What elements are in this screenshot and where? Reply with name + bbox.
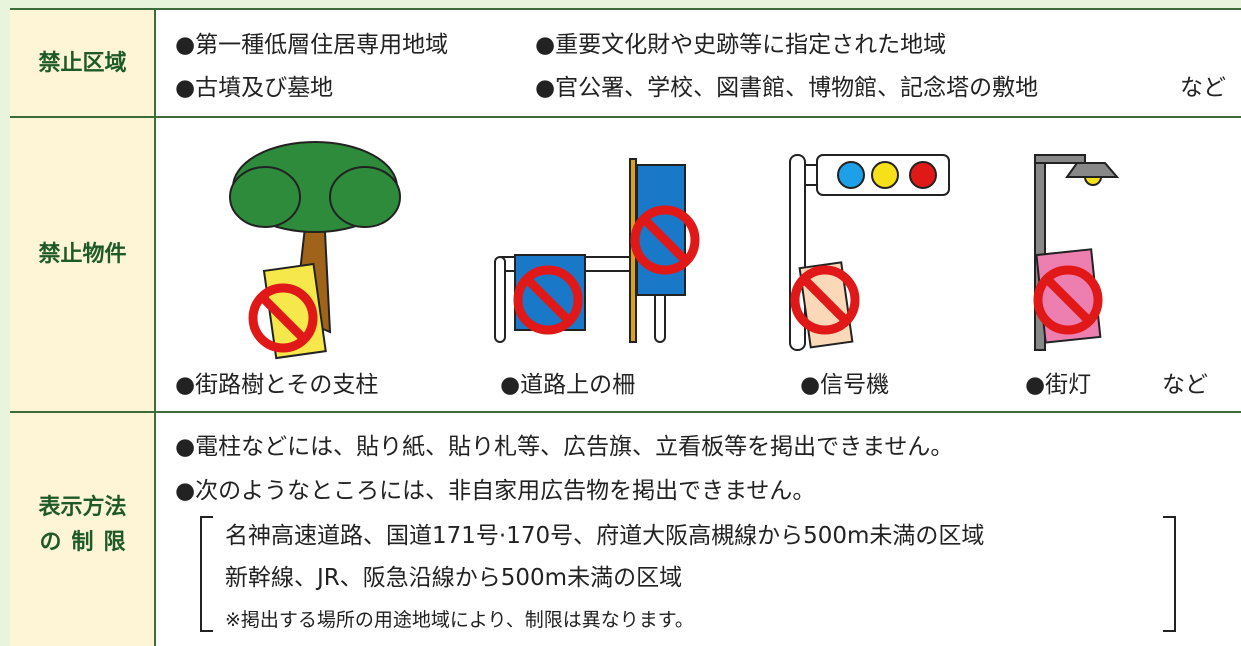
column-divider [154, 8, 156, 646]
row-header: 禁止区域 [38, 51, 127, 76]
item: など [1162, 372, 1208, 398]
header-line: の制限 [39, 530, 136, 556]
bracket [200, 516, 1176, 632]
row-header: 禁止物件 [38, 242, 127, 267]
row-divider [10, 411, 1241, 413]
item: ●古墳及び墓地 [175, 75, 334, 101]
item: など [1180, 75, 1226, 101]
signal-icon [789, 154, 950, 351]
item: ●信号機 [800, 372, 890, 398]
illustrations [229, 141, 1120, 360]
item: ●電柱などには、貼り紙、貼り札等、広告旗、立看板等を掲出できません。 [175, 434, 954, 460]
item: ●街路樹とその支柱 [175, 372, 379, 398]
header-line: 表示方法 [38, 495, 127, 520]
prohibition-signs [248, 205, 1103, 353]
item: ●官公署、学校、図書館、博物館、記念塔の敷地 [535, 75, 1039, 101]
tree-icon [229, 141, 401, 360]
bracket-line: 新幹線、JR、阪急沿線から500m未満の区域 [225, 565, 683, 591]
bracket-note: ※掲出する場所の用途地域により、制限は異なります。 [225, 609, 694, 631]
item: ●次のようなところには、非自家用広告物を掲出できません。 [175, 478, 816, 504]
item: ●街灯 [1025, 372, 1092, 398]
bracket-line: 名神高速道路、国道171号·170号、府道大阪高槻線から500m未満の区域 [225, 523, 985, 549]
item: ●重要文化財や史跡等に指定された地域 [535, 32, 947, 58]
row-header: 表示方法 の制限 [10, 490, 155, 560]
item: ●道路上の柵 [500, 372, 636, 398]
item: ●第一種低層住居専用地域 [175, 32, 449, 58]
row-divider [10, 116, 1241, 118]
